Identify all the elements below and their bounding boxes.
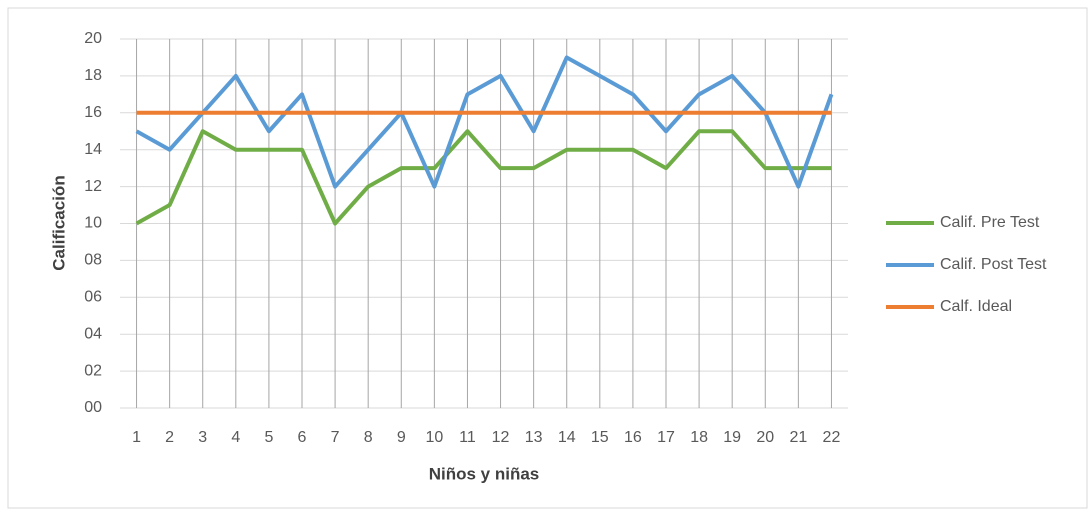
y-tick-label: 14 (84, 141, 102, 158)
x-tick-label: 16 (624, 429, 642, 446)
y-tick-label: 16 (84, 104, 102, 121)
y-tick-label: 10 (84, 215, 102, 232)
series-line (135, 129, 832, 226)
y-tick-label: 04 (84, 325, 102, 342)
x-tick-label: 20 (756, 429, 774, 446)
y-tick-label: 08 (84, 252, 102, 269)
y-tick-label: 18 (84, 67, 102, 84)
legend-label: Calif. Post Test (940, 256, 1047, 273)
x-tick-label: 6 (298, 429, 307, 446)
x-tick-label: 11 (459, 429, 476, 446)
x-tick-label: 2 (165, 429, 174, 446)
x-tick-label: 5 (264, 429, 273, 446)
x-tick-label: 18 (690, 429, 708, 446)
x-tick-label: 17 (657, 429, 675, 446)
chart-frame (7, 7, 1088, 509)
y-tick-label: 06 (84, 289, 102, 306)
y-tick-label: 02 (84, 362, 102, 379)
y-tick-label: 12 (84, 178, 102, 195)
series-line (135, 55, 834, 189)
x-tick-label: 3 (198, 429, 207, 446)
x-tick-label: 7 (331, 429, 340, 446)
legend-label: Calif. Pre Test (940, 214, 1040, 231)
x-tick-label: 1 (132, 429, 141, 446)
x-tick-label: 14 (558, 429, 576, 446)
y-axis-title: Calificación (49, 175, 68, 270)
x-tick-label: 8 (364, 429, 373, 446)
x-tick-label: 22 (823, 429, 841, 446)
x-tick-label: 9 (397, 429, 406, 446)
x-tick-label: 19 (723, 429, 741, 446)
x-tick-label: 10 (425, 429, 443, 446)
x-tick-label: 13 (525, 429, 543, 446)
x-tick-label: 12 (492, 429, 510, 446)
legend-label: Calf. Ideal (940, 298, 1012, 315)
y-tick-label: 20 (84, 30, 102, 47)
x-axis-title: Niños y niñas (429, 464, 540, 483)
x-tick-label: 21 (789, 429, 807, 446)
x-tick-label: 15 (591, 429, 609, 446)
x-tick-label: 4 (231, 429, 240, 446)
y-tick-label: 00 (84, 399, 102, 416)
